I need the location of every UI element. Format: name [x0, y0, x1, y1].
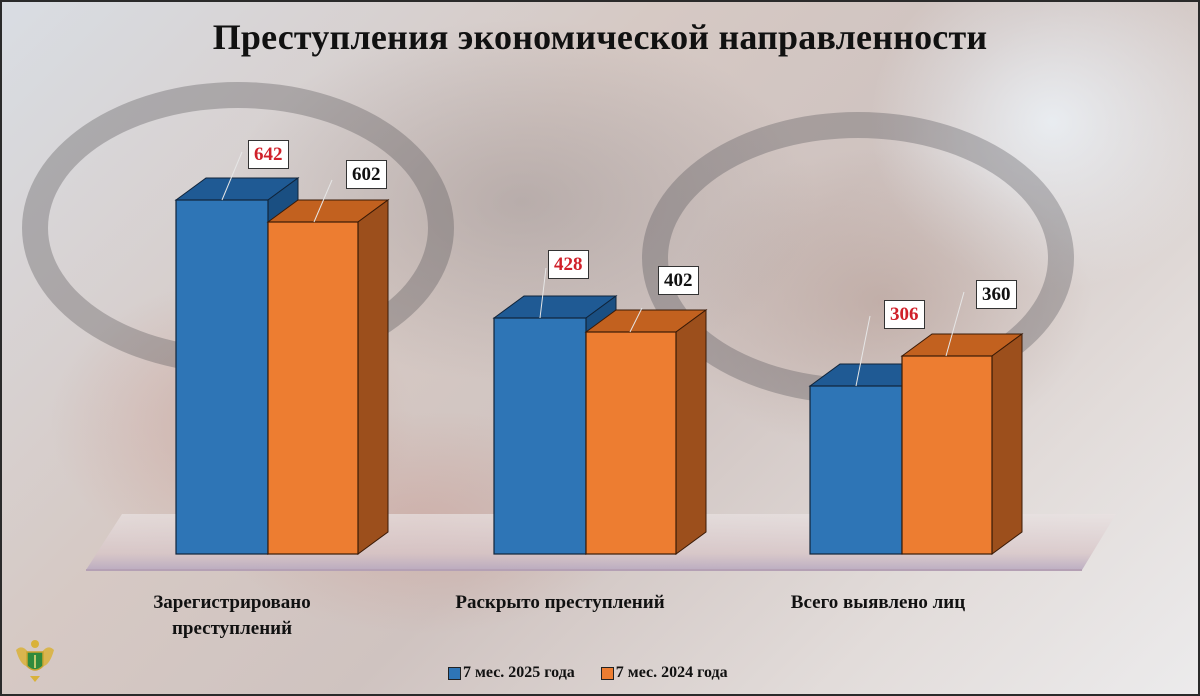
- bar-group-registered: [174, 151, 390, 555]
- prosecutor-emblem-icon: [16, 640, 54, 682]
- data-label-2025-persons: 306: [884, 300, 925, 329]
- bar-2024-registered: [267, 221, 359, 555]
- chart-title: Преступления экономической направленност…: [212, 17, 988, 57]
- bar-2025-solved: [493, 317, 587, 555]
- data-label-2025-registered: 642: [248, 140, 289, 169]
- legend-item-2025: 7 мес. 2025 года: [448, 664, 575, 682]
- legend-label: 7 мес. 2025 года: [463, 664, 575, 681]
- chart-legend: 7 мес. 2025 года 7 мес. 2024 года: [448, 664, 728, 682]
- bar-group-persons: [808, 291, 1024, 555]
- bar-2024-persons: [901, 355, 993, 555]
- category-label-line: Зарегистрировано: [153, 592, 311, 613]
- bar-group-solved: [492, 267, 708, 555]
- legend-swatch-orange: [600, 666, 614, 680]
- category-label-line: преступлений: [171, 618, 293, 639]
- data-label-2024-registered: 602: [346, 160, 387, 189]
- bar-2024-solved: [585, 331, 677, 555]
- category-label-registered: Зарегистрировано преступлений: [132, 590, 332, 642]
- category-label-line: Всего выявлено лиц: [790, 592, 966, 613]
- category-label-solved: Раскрыто преступлений: [430, 590, 690, 616]
- bar-2025-registered: [175, 199, 269, 555]
- data-label-2024-solved: 402: [658, 266, 699, 295]
- legend-item-2024: 7 мес. 2024 года: [600, 664, 728, 682]
- bar-2025-persons: [809, 385, 903, 555]
- category-label-persons: Всего выявлено лиц: [758, 590, 998, 616]
- legend-label: 7 мес. 2024 года: [615, 664, 728, 681]
- category-label-line: Раскрыто преступлений: [455, 592, 665, 613]
- data-label-2024-persons: 360: [976, 280, 1017, 309]
- legend-swatch-blue: [448, 666, 461, 680]
- data-label-2025-solved: 428: [548, 250, 589, 279]
